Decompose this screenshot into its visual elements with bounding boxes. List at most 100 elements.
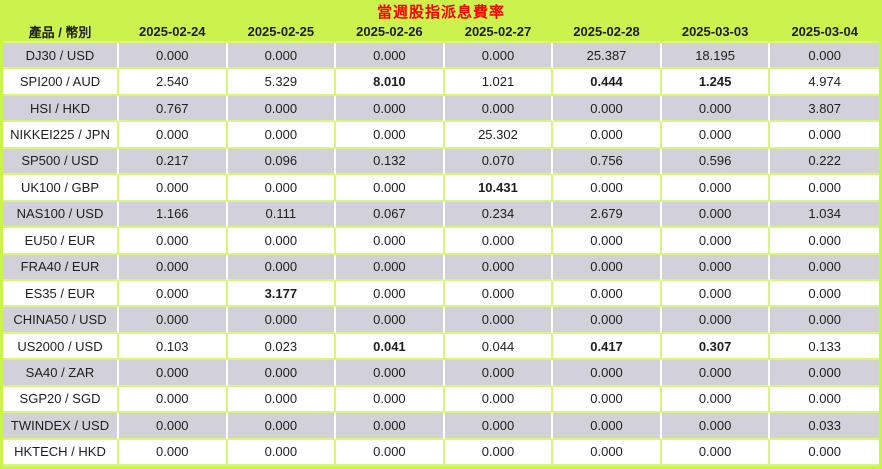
- table-row: UK100 / GBP 0.000 0.000 0.000 10.431 0.000 0.0…: [3, 175, 879, 202]
- rate-value-cell: 0.000: [336, 439, 445, 466]
- rate-value-cell: 0.000: [553, 254, 662, 281]
- rate-value-cell: 0.000: [553, 360, 662, 387]
- rate-value-cell: 0.000: [119, 43, 228, 70]
- product-label: HKTECH / HKD: [3, 439, 119, 466]
- product-label: CHINA50 / USD: [3, 307, 119, 334]
- rate-value-cell: 0.000: [119, 413, 228, 440]
- rate-value-cell: 1.021: [444, 69, 554, 96]
- rate-value-cell: 0.000: [336, 254, 445, 281]
- rate-value-cell: 3.177: [227, 280, 337, 308]
- rate-value-cell: 0.070: [444, 148, 554, 176]
- rate-value-cell: 0.000: [661, 360, 771, 387]
- rate-value-cell: 0.000: [336, 280, 445, 308]
- rate-value-cell: 0.000: [770, 386, 879, 414]
- table-row: SGP20 / SGD 0.000 0.000 0.000 0.000 0.000 0.00…: [3, 386, 879, 414]
- rate-value-cell: 0.096: [227, 148, 337, 176]
- rate-value-cell: 0.000: [661, 386, 771, 414]
- table-row: NIKKEI225 / JPN 0.000 0.000 0.000 25.302 0.00…: [3, 122, 879, 149]
- product-label: NIKKEI225 / JPN: [3, 122, 119, 149]
- rate-value-cell: 0.234: [444, 201, 554, 229]
- rate-value-cell: 0.000: [553, 95, 662, 123]
- rate-value-cell: 0.000: [336, 307, 445, 334]
- rate-value-cell: 0.000: [336, 228, 445, 255]
- rate-value-cell: 0.000: [119, 122, 228, 149]
- rate-value-cell: 0.000: [661, 228, 771, 255]
- rate-value-cell: 0.000: [119, 386, 228, 414]
- rate-value-cell: 0.000: [444, 254, 554, 281]
- table-row: DJ30 / USD 0.000 0.000 0.000 0.000 25.387 18.1…: [3, 43, 879, 70]
- table-header-row: 產品 / 幣別 2025-02-24 2025-02-25 2025-02-26 202…: [3, 22, 879, 43]
- product-label: ES35 / EUR: [3, 280, 119, 308]
- rate-value-cell: 2.540: [119, 69, 228, 96]
- rate-value-cell: 0.000: [119, 175, 228, 202]
- rate-value-cell: 1.034: [770, 201, 879, 229]
- rate-value-cell: 0.000: [227, 307, 337, 334]
- rate-value-cell: 5.329: [227, 69, 337, 96]
- rate-value-cell: 0.000: [770, 43, 879, 70]
- rate-value-cell: 2.679: [553, 201, 662, 229]
- rate-value-cell: 0.000: [336, 360, 445, 387]
- rate-value-cell: 0.444: [553, 69, 662, 96]
- rate-value-cell: 0.000: [661, 254, 771, 281]
- rate-value-cell: 4.974: [770, 69, 879, 96]
- table-row: TWINDEX / USD 0.000 0.000 0.000 0.000 0.000 0.…: [3, 413, 879, 440]
- rate-value-cell: 0.767: [119, 95, 228, 123]
- rate-value-cell: 0.596: [661, 148, 771, 176]
- product-label: TWINDEX / USD: [3, 413, 119, 440]
- rate-value-cell: 0.000: [227, 228, 337, 255]
- rate-value-cell: 0.000: [336, 95, 445, 123]
- rate-value-cell: 0.000: [444, 280, 554, 308]
- rate-value-cell: 0.000: [119, 360, 228, 387]
- page-title: 當週股指派息費率: [376, 3, 505, 21]
- table-row: HKTECH / HKD 0.000 0.000 0.000 0.000 0.000 0.0…: [3, 439, 879, 466]
- rate-value-cell: 0.000: [553, 280, 662, 308]
- rate-value-cell: 0.756: [553, 148, 662, 176]
- rate-value-cell: 0.044: [444, 333, 554, 361]
- rate-value-cell: 0.000: [770, 228, 879, 255]
- rate-value-cell: 0.000: [661, 122, 771, 149]
- rate-value-cell: 0.000: [444, 439, 554, 466]
- date-column-header: 2025-03-04: [770, 22, 879, 43]
- table-row: HSI / HKD 0.767 0.000 0.000 0.000 0.000 0.000 3…: [3, 95, 879, 123]
- rate-value-cell: 0.033: [770, 413, 879, 440]
- rate-value-cell: 0.000: [119, 307, 228, 334]
- rate-value-cell: 0.000: [227, 43, 337, 70]
- rate-value-cell: 0.000: [227, 175, 337, 202]
- rate-value-cell: 0.041: [336, 333, 445, 361]
- rate-value-cell: 0.000: [336, 413, 445, 440]
- rate-value-cell: 0.000: [770, 122, 879, 149]
- product-label: US2000 / USD: [3, 333, 119, 361]
- rate-value-cell: 8.010: [336, 69, 445, 96]
- rate-value-cell: 0.000: [227, 439, 337, 466]
- table-row: SP500 / USD 0.217 0.096 0.132 0.070 0.756 0.59…: [3, 148, 879, 176]
- rate-value-cell: 0.417: [553, 333, 662, 361]
- rate-value-cell: 0.000: [553, 439, 662, 466]
- rate-value-cell: 1.166: [119, 201, 228, 229]
- rate-value-cell: 0.067: [336, 201, 445, 229]
- rate-value-cell: 0.000: [444, 43, 554, 70]
- table-body: DJ30 / USD 0.000 0.000 0.000 0.000 25.387 18.1…: [3, 43, 879, 466]
- rate-value-cell: 0.023: [227, 333, 337, 361]
- rate-value-cell: 0.000: [553, 307, 662, 334]
- rate-value-cell: 1.245: [661, 69, 771, 96]
- rate-value-cell: 0.000: [444, 228, 554, 255]
- rate-value-cell: 0.000: [444, 307, 554, 334]
- table-row: EU50 / EUR 0.000 0.000 0.000 0.000 0.000 0.000…: [3, 228, 879, 255]
- rate-value-cell: 0.000: [119, 439, 228, 466]
- product-column-header: 產品 / 幣別: [3, 22, 119, 43]
- rate-value-cell: 0.000: [119, 280, 228, 308]
- rate-value-cell: 0.000: [661, 413, 771, 440]
- rate-value-cell: 0.000: [661, 201, 771, 229]
- rate-value-cell: 0.000: [770, 439, 879, 466]
- rate-value-cell: 25.302: [444, 122, 554, 149]
- rate-value-cell: 0.000: [661, 95, 771, 123]
- table-row: ES35 / EUR 0.000 3.177 0.000 0.000 0.000 0.000…: [3, 280, 879, 308]
- rate-value-cell: 0.000: [770, 175, 879, 202]
- product-label: UK100 / GBP: [3, 175, 119, 202]
- rate-value-cell: 10.431: [444, 175, 554, 202]
- rate-value-cell: 0.000: [444, 386, 554, 414]
- rate-value-cell: 0.000: [444, 360, 554, 387]
- rate-value-cell: 0.000: [770, 254, 879, 281]
- product-label: SPI200 / AUD: [3, 69, 119, 96]
- rate-value-cell: 3.807: [770, 95, 879, 123]
